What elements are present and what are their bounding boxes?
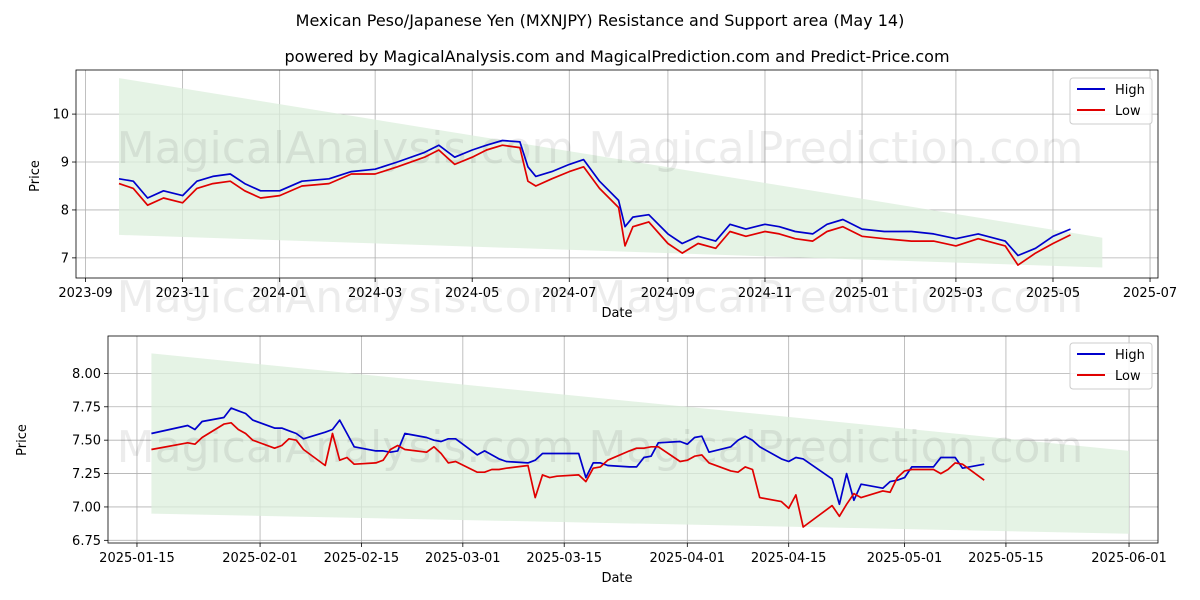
y-tick-label: 7.00	[72, 500, 101, 515]
watermark: MagicalAnalysis.com MagicalPrediction.co…	[117, 272, 1084, 323]
series-group	[118, 139, 1071, 266]
series-line-low	[118, 144, 1071, 266]
legend: High Low	[1069, 77, 1153, 125]
legend-label-low: Low	[1115, 104, 1141, 119]
x-axis-label: Date	[601, 571, 632, 586]
x-tick-label: 2025-03-01	[425, 551, 501, 566]
x-tick-label: 2024-07	[542, 286, 596, 301]
legend-label-high: High	[1115, 83, 1145, 98]
x-tick-label: 2025-03	[929, 286, 983, 301]
x-tick-label: 2024-05	[445, 286, 499, 301]
y-axis-label: Price	[15, 424, 30, 456]
x-axis-label: Date	[601, 306, 632, 321]
watermark: MagicalAnalysis.com MagicalPrediction.co…	[117, 123, 1084, 174]
support-resistance-band	[151, 353, 1129, 534]
x-tick-label: 2023-11	[155, 286, 209, 301]
x-tick-label: 2025-01	[835, 286, 889, 301]
x-axis-ticks: 2023-09 2023-11 2024-01 2024-03 2024-05 2024-…	[58, 278, 1177, 301]
y-tick-label: 7.25	[72, 467, 101, 482]
x-tick-label: 2025-02-01	[222, 551, 298, 566]
x-tick-label: 2025-06-01	[1091, 551, 1167, 566]
chart-title: Mexican Peso/Japanese Yen (MXNJPY) Resis…	[296, 11, 905, 30]
y-tick-label: 10	[52, 108, 69, 123]
x-tick-label: 2025-05-01	[867, 551, 943, 566]
band-area	[119, 78, 1103, 268]
x-tick-label: 2025-03-15	[526, 551, 602, 566]
y-tick-label: 7.75	[72, 400, 101, 415]
y-axis-label: Price	[28, 160, 43, 192]
support-resistance-band	[119, 78, 1103, 268]
x-tick-label: 2025-05-15	[968, 551, 1044, 566]
watermark: MagicalAnalysis.com MagicalPrediction.co…	[117, 422, 1084, 473]
series-line-low	[151, 421, 985, 528]
legend: High Low	[1069, 342, 1153, 390]
y-tick-label: 6.75	[72, 534, 101, 549]
y-tick-label: 8.00	[72, 367, 101, 382]
band-area	[151, 353, 1129, 534]
y-axis-ticks: 7 8 9 10	[52, 108, 76, 266]
series-line-high	[151, 407, 985, 506]
y-tick-label: 9	[61, 156, 69, 171]
chart-subtitle: powered by MagicalAnalysis.com and Magic…	[284, 47, 949, 66]
y-tick-label: 7	[61, 251, 69, 266]
x-tick-label: 2025-02-15	[324, 551, 400, 566]
x-tick-label: 2024-01	[253, 286, 307, 301]
x-tick-label: 2025-07	[1123, 286, 1177, 301]
panel-bottom: MagicalAnalysis.com MagicalPrediction.co…	[15, 335, 1167, 586]
legend-label-high: High	[1115, 348, 1145, 363]
x-tick-label: 2025-04-01	[650, 551, 726, 566]
x-axis-ticks: 2025-01-15 2025-02-01 2025-02-15 2025-03-01…	[99, 543, 1167, 566]
legend-label-low: Low	[1115, 369, 1141, 384]
plot-frame	[75, 69, 1159, 279]
x-tick-label: 2025-05	[1026, 286, 1080, 301]
x-tick-label: 2025-04-15	[751, 551, 827, 566]
plot-frame	[107, 335, 1159, 544]
x-tick-label: 2024-03	[348, 286, 402, 301]
panel-top: MagicalAnalysis.com MagicalPrediction.co…	[28, 69, 1177, 323]
x-tick-label: 2025-01-15	[99, 551, 175, 566]
series-line-high	[118, 139, 1071, 257]
x-tick-label: 2024-11	[738, 286, 792, 301]
x-tick-label: 2024-09	[641, 286, 695, 301]
y-tick-label: 8	[61, 203, 69, 218]
x-tick-label: 2023-09	[58, 286, 112, 301]
y-tick-label: 7.50	[72, 434, 101, 449]
y-axis-ticks: 6.75 7.00 7.25 7.50 7.75 8.00	[72, 367, 108, 549]
series-group	[151, 407, 985, 528]
